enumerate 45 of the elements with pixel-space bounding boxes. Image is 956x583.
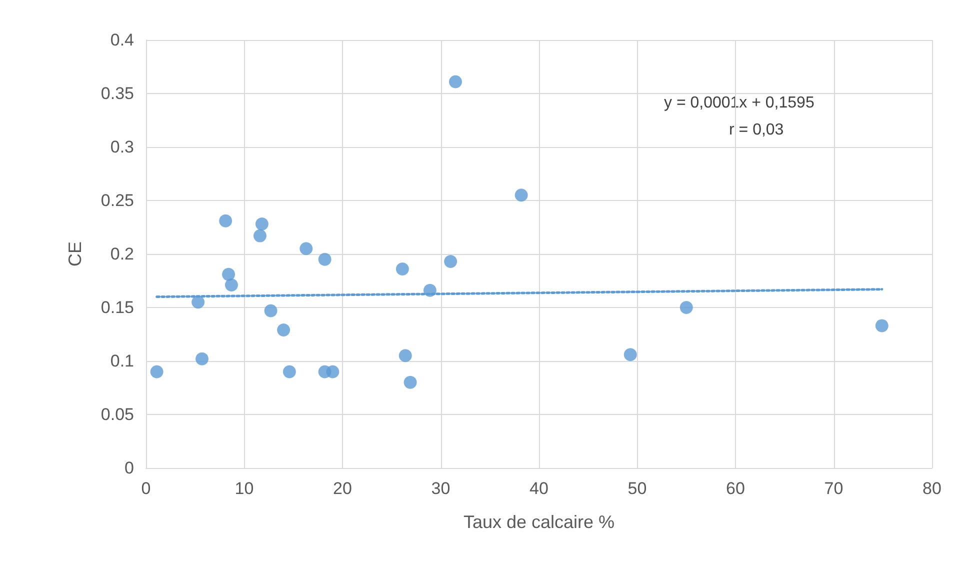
point [398, 349, 412, 362]
annotation: r = 0,03 [729, 122, 784, 138]
x-tick-label: 10 [234, 479, 254, 498]
point [224, 278, 238, 292]
point [514, 188, 528, 202]
x-tick-label: 70 [824, 479, 844, 498]
annotation: y = 0,0001x + 0,1595 [664, 94, 814, 112]
point [444, 254, 458, 268]
point [624, 348, 637, 362]
point [277, 323, 290, 336]
point [219, 214, 232, 228]
point [449, 75, 462, 88]
point [404, 376, 417, 389]
x-tick-label: 80 [922, 479, 942, 498]
point [282, 365, 296, 378]
y-tick-label: 0.25 [100, 191, 134, 210]
y-tick-label: 0.1 [110, 352, 134, 370]
y-tick-label: 0 [124, 458, 134, 478]
x-tick-label: 50 [628, 479, 647, 498]
x-axis-title: Taux de calcaire % [463, 512, 615, 532]
point [255, 218, 268, 231]
point [150, 365, 164, 378]
point [396, 262, 409, 276]
point [264, 304, 278, 318]
point [253, 229, 266, 242]
y-tick-label: 0.3 [110, 138, 134, 156]
point [196, 352, 209, 366]
point [680, 301, 693, 314]
x-tick-label: 40 [530, 479, 548, 498]
x-tick-label: 0 [141, 479, 151, 498]
y-tick-label: 0.4 [110, 30, 134, 50]
y-tick-label: 0.05 [100, 405, 134, 424]
point [326, 365, 340, 378]
point [875, 319, 888, 332]
y-tick-label: 0.35 [100, 84, 134, 103]
y-axis-title: CE [65, 241, 85, 267]
x-tick-label: 30 [431, 479, 450, 498]
y-tick-label: 0.2 [110, 244, 134, 264]
y-tick-label: 0.15 [100, 298, 134, 317]
point [318, 252, 332, 266]
x-tick-label: 20 [333, 479, 352, 498]
point [300, 242, 313, 256]
point [222, 268, 236, 281]
point [192, 296, 205, 309]
x-tick-label: 60 [726, 479, 745, 498]
